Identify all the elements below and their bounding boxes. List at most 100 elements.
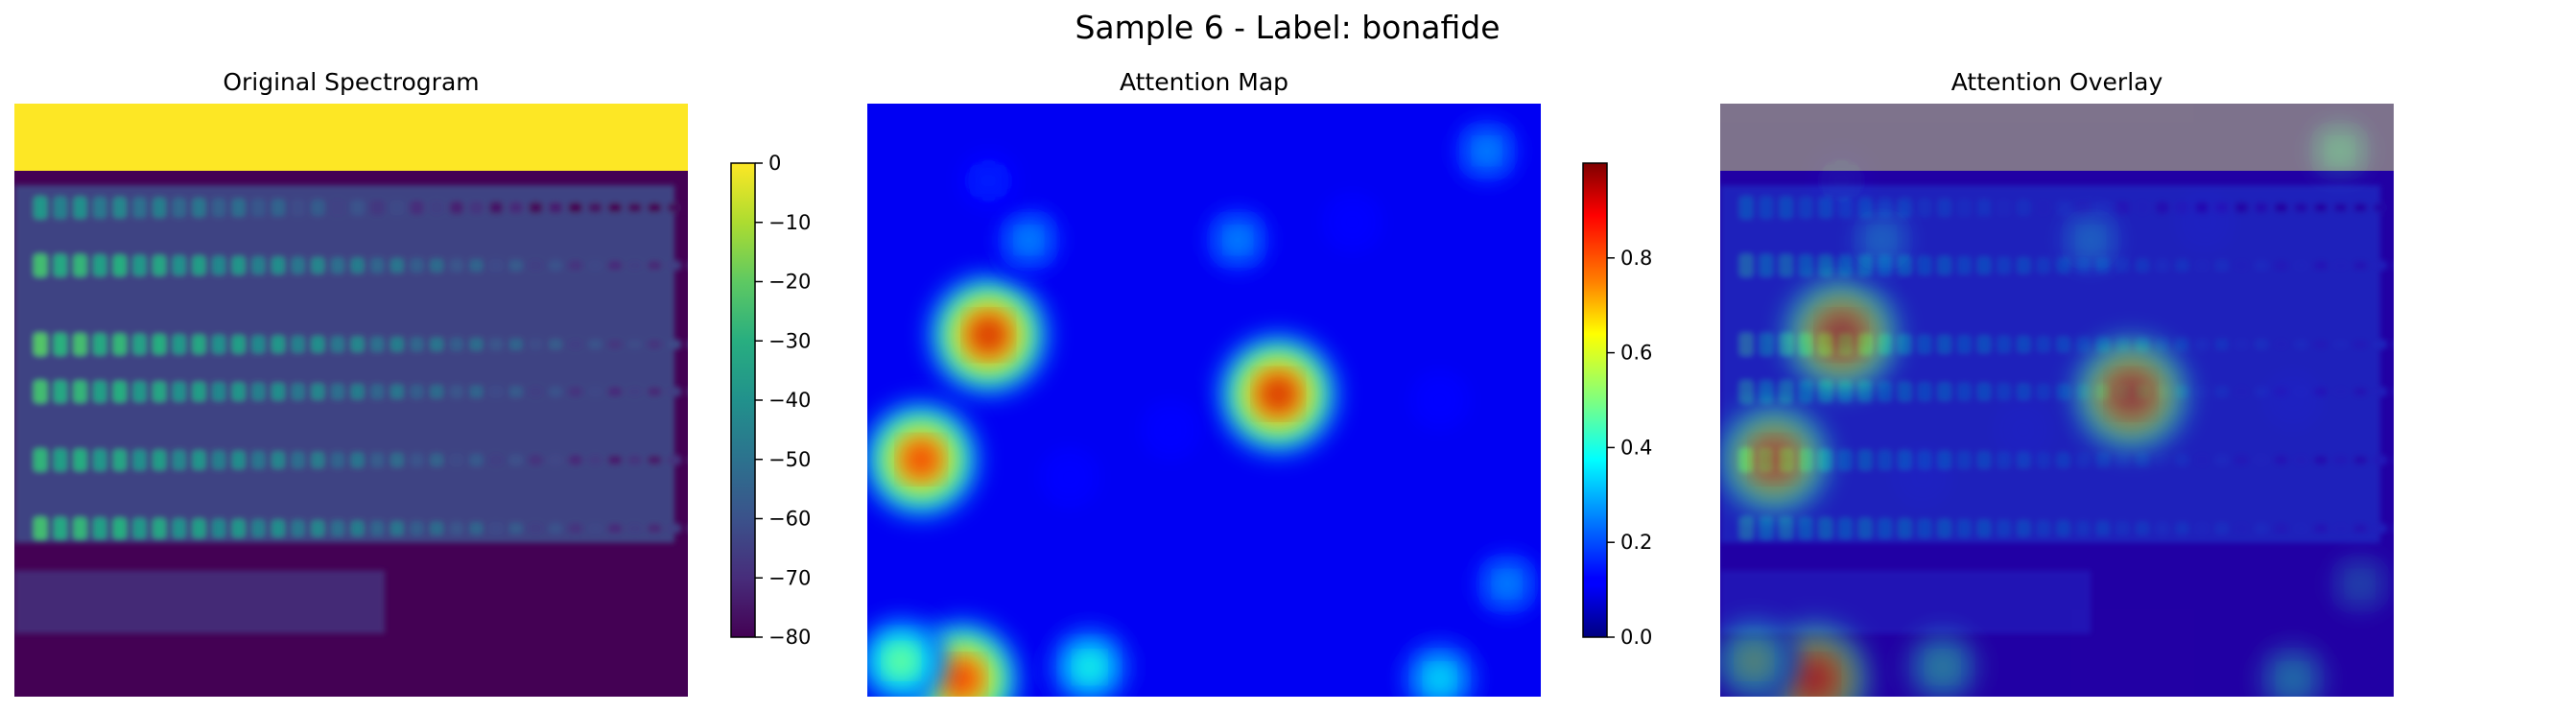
harmonic-segment (469, 258, 484, 273)
harmonic-segment (251, 451, 266, 469)
harmonic-segment (92, 380, 107, 403)
hotspot-ring (1430, 670, 1449, 688)
harmonic-segment (92, 254, 107, 276)
hotspot-ring (1827, 320, 1855, 349)
harmonic-segment (548, 454, 563, 466)
attention-map-title: Attention Map (1120, 68, 1288, 96)
hotspot-ring (908, 445, 935, 473)
harmonic-segment (192, 518, 206, 538)
harmonic-segment (548, 338, 563, 350)
colorbar-tick-label: 0.2 (1620, 531, 1652, 554)
hotspot-ring (1916, 470, 1929, 484)
harmonic-segment (330, 451, 345, 468)
harmonic-segment (410, 337, 424, 352)
hotspot-ring (1743, 651, 1764, 672)
harmonic-segment (429, 337, 444, 352)
harmonic-segment (53, 253, 68, 277)
harmonic-segment (311, 383, 325, 400)
harmonic-segment (588, 523, 603, 534)
spectrogram-title: Original Spectrogram (223, 68, 479, 96)
hotspot-ring (2198, 216, 2211, 229)
harmonic-segment (588, 455, 603, 465)
hotspot-ring (1063, 470, 1076, 484)
harmonic-segment (410, 384, 424, 399)
harmonic-segment (311, 336, 325, 353)
harmonic-segment (152, 449, 167, 470)
harmonic-segment (568, 523, 582, 534)
harmonic-segment (152, 334, 167, 355)
harmonic-segment (350, 520, 365, 536)
harmonic-segment (112, 333, 128, 355)
attention-hotspot (1454, 118, 1520, 184)
harmonic-segment (449, 385, 464, 399)
harmonic-segment (687, 457, 688, 463)
harmonic-segment (211, 450, 226, 470)
colorbar-tick-label: −60 (768, 508, 811, 531)
harmonic-segment (172, 381, 186, 402)
harmonic-segment (92, 449, 107, 471)
harmonic-segment (132, 381, 147, 402)
harmonic-segment (172, 255, 186, 275)
hotspot-ring (974, 320, 1003, 349)
harmonic-segment (34, 448, 48, 472)
harmonic-segment (192, 255, 206, 275)
harmonic-segment (2393, 525, 2394, 532)
colorbar-body (730, 162, 756, 638)
hotspot-ring (1021, 232, 1037, 249)
spectrogram-panel: Original Spectrogram 0 −10 −20 −30 −40 −50 −60… (14, 68, 811, 697)
harmonic-segment (390, 257, 405, 273)
harmonic-segment (449, 521, 464, 535)
harmonic-segment (271, 335, 286, 353)
harmonic-segment (73, 196, 87, 219)
harmonic-segment (390, 520, 405, 536)
harmonic-segment (568, 386, 582, 397)
harmonic-segment (132, 517, 147, 539)
harmonic-segment (370, 520, 385, 536)
harmonic-segment (291, 256, 305, 274)
harmonic-segment (667, 202, 682, 213)
attention-hotspot (930, 276, 1048, 393)
harmonic-segment (330, 336, 345, 353)
harmonic-segment (588, 386, 603, 397)
harmonic-segment (370, 336, 385, 352)
harmonic-segment (350, 383, 365, 400)
harmonic-segment (390, 452, 405, 468)
hotspot-ring (1499, 576, 1515, 592)
harmonic-segment (687, 262, 688, 269)
harmonic-segment (132, 334, 147, 355)
harmonic-segment (607, 260, 623, 271)
harmonic-segment (112, 381, 128, 403)
attention-hotspot (960, 153, 1016, 208)
harmonic-segment (311, 451, 325, 469)
harmonic-segment (271, 256, 286, 274)
attention-hotspot (1997, 403, 2050, 457)
harmonic-segment (607, 387, 623, 397)
attention-hotspot (1043, 451, 1096, 504)
harmonic-segment (449, 258, 464, 273)
harmonic-segment (330, 199, 345, 216)
harmonic-segment (291, 451, 305, 469)
attention-hotspot (1720, 403, 1831, 516)
harmonic-segment (627, 523, 642, 534)
harmonic-segment (53, 333, 68, 356)
harmonic-segment (370, 257, 385, 273)
harmonic-segment (330, 383, 345, 400)
harmonic-segment (529, 454, 543, 466)
attention-hotspot (1051, 629, 1128, 697)
harmonic-segment (330, 520, 345, 537)
attention-hotspot (1326, 196, 1379, 249)
harmonic-segment (112, 449, 128, 471)
harmonic-segment (648, 339, 662, 349)
harmonic-segment (410, 258, 424, 273)
spectrogram-image (14, 104, 688, 697)
harmonic-segment (271, 451, 286, 469)
harmonic-segment (231, 450, 246, 470)
harmonic-segment (311, 199, 325, 217)
harmonic-segment (211, 198, 226, 218)
harmonic-segment (429, 384, 444, 399)
harmonic-segment (172, 450, 186, 470)
harmonic-segment (488, 259, 504, 273)
harmonic-segment (568, 202, 582, 213)
harmonic-segment (529, 259, 543, 272)
harmonic-segment (132, 254, 147, 276)
